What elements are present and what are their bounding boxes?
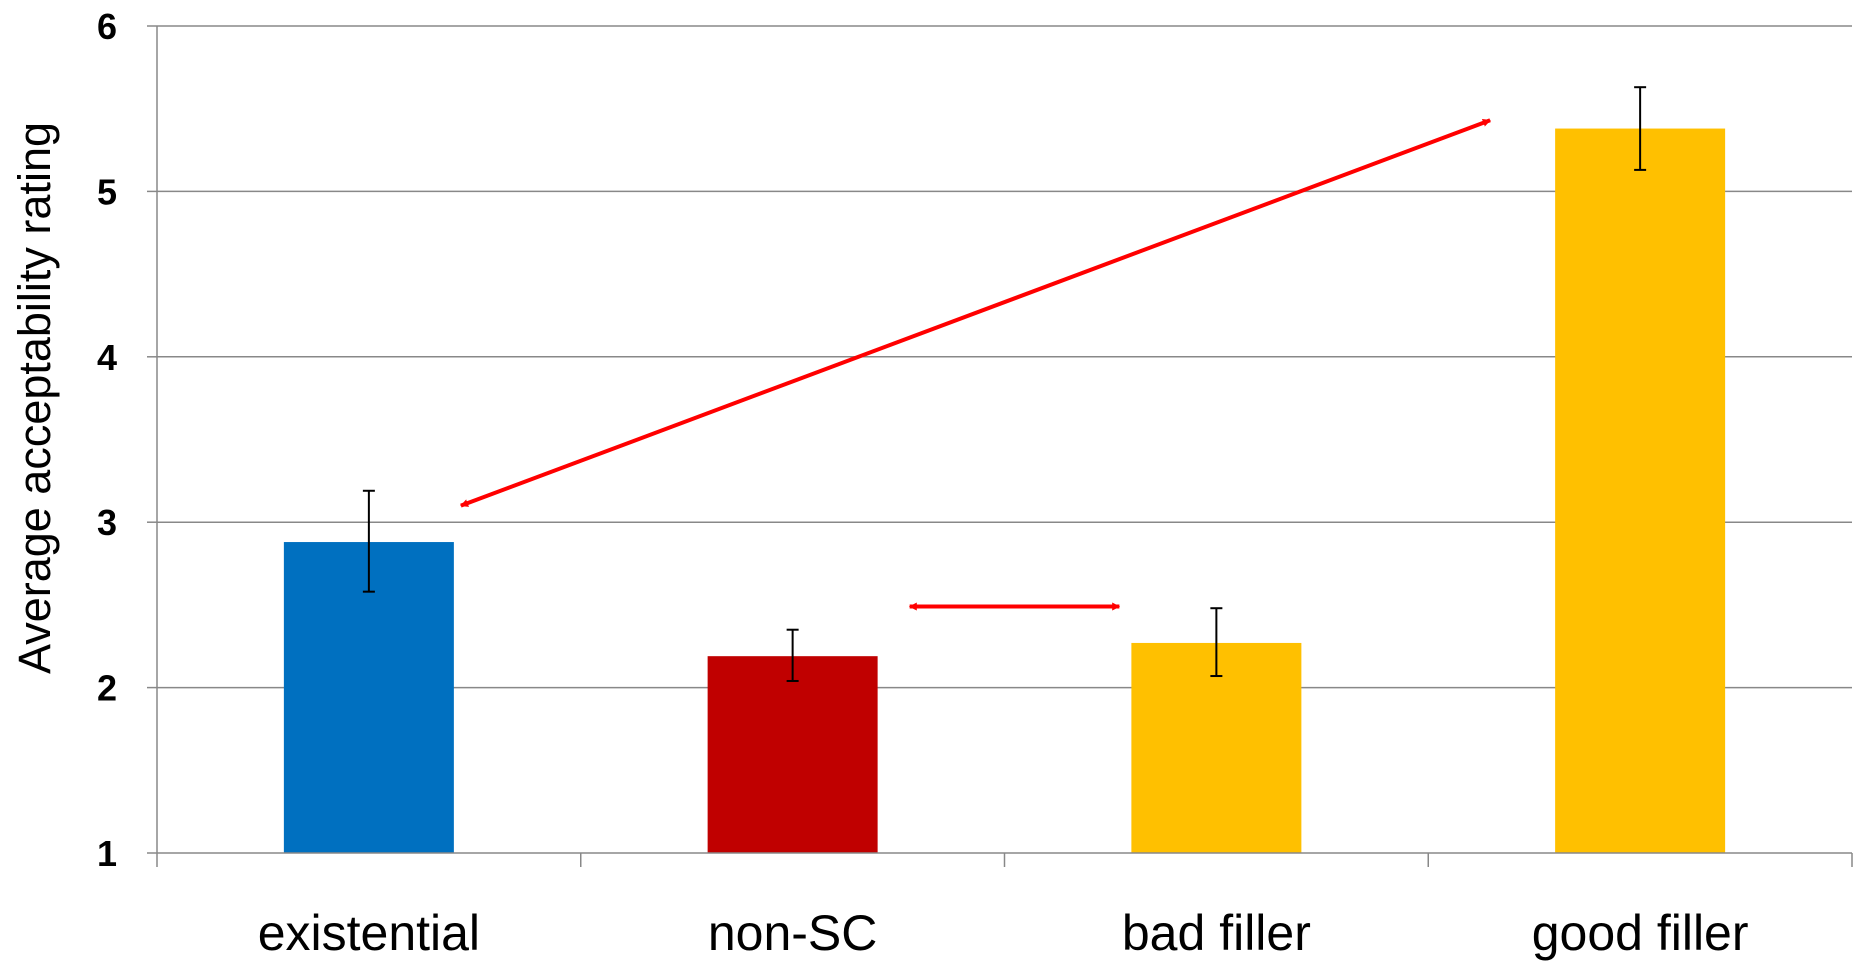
y-tick-label: 2 bbox=[97, 668, 117, 709]
x-tick-label: bad filler bbox=[1122, 905, 1311, 961]
y-tick-label: 1 bbox=[97, 833, 117, 874]
x-tick-label: existential bbox=[258, 905, 480, 961]
bar bbox=[1555, 128, 1726, 854]
y-axis-label: Average acceptability rating bbox=[9, 122, 60, 674]
x-tick-label: good filler bbox=[1532, 905, 1749, 961]
bars bbox=[283, 128, 1726, 854]
x-tick-label: non-SC bbox=[708, 905, 878, 961]
y-tick-label: 6 bbox=[97, 6, 117, 47]
annotation-arrows bbox=[460, 118, 1491, 611]
bar bbox=[283, 542, 454, 853]
axes bbox=[147, 25, 1853, 867]
bar bbox=[707, 656, 878, 853]
y-tick-label: 3 bbox=[97, 502, 117, 543]
y-tick-label: 5 bbox=[97, 171, 117, 212]
y-tick-label: 4 bbox=[97, 337, 117, 378]
double-arrow bbox=[460, 118, 1491, 508]
tick-labels: 1 2 3 4 5 6 existential non-SC bad filler good fi… bbox=[97, 6, 1749, 961]
bar bbox=[1131, 642, 1302, 853]
error-bars bbox=[362, 86, 1647, 682]
